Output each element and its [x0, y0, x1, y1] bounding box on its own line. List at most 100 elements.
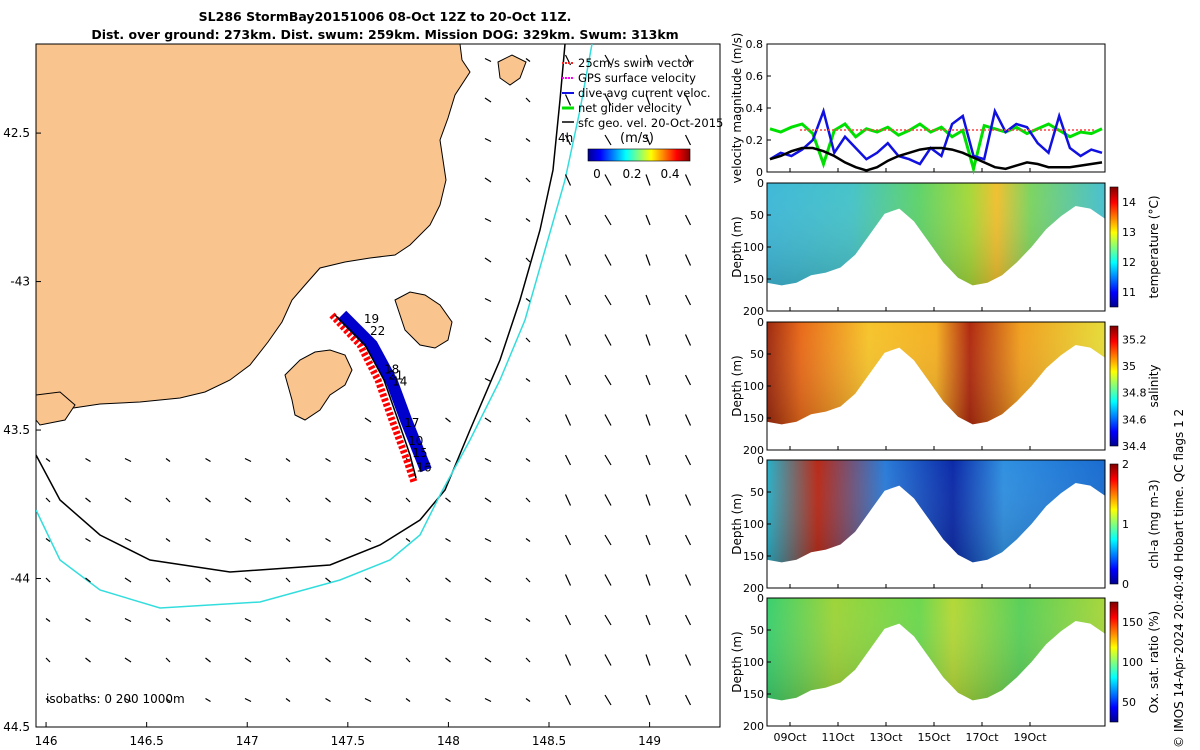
geo-arrow — [684, 294, 692, 306]
colorbar-label-temperature: temperature (°C) — [1147, 196, 1161, 299]
swim-vectors-red — [329, 312, 418, 484]
geo-arrow — [484, 257, 492, 263]
time-tick-label: 17Oct — [965, 731, 999, 744]
geo-arrow — [45, 458, 51, 462]
geo-arrow — [405, 577, 411, 583]
depth-tick-label: 100 — [743, 241, 764, 254]
geo-arrow — [124, 537, 132, 543]
depth-tick-label: 150 — [743, 273, 764, 286]
colorbar-label-chlorophyll: chl-a (mg m-3) — [1147, 479, 1161, 568]
geo-arrow — [484, 537, 492, 543]
geo-arrow — [445, 417, 451, 423]
track-day-label: 17 — [404, 416, 419, 430]
geo-arrow — [124, 577, 132, 583]
geo-arrow — [684, 134, 692, 146]
geo-arrow — [604, 654, 612, 666]
depth-ylabel: Depth (m) — [730, 631, 744, 692]
geo-arrow — [684, 254, 692, 266]
geo-arrow — [45, 698, 51, 702]
colorbar-label-oxygen: Ox. sat. ratio (%) — [1147, 611, 1161, 713]
geo-arrow — [604, 334, 612, 346]
geo-arrow — [604, 134, 612, 146]
map-ytick-label: -44 — [10, 572, 30, 586]
geo-arrow — [484, 657, 492, 663]
map-legend: 25cm/s swim vector GPS surface velocity … — [558, 56, 723, 181]
geo-arrow — [684, 694, 692, 706]
geo-arrow — [564, 214, 572, 226]
colorbar-tick-1: 0.2 — [622, 167, 641, 181]
geo-arrow — [205, 497, 211, 503]
geo-arrow — [645, 334, 651, 346]
geo-arrow — [645, 694, 651, 706]
geo-arrow — [484, 617, 492, 623]
geo-arrow — [45, 538, 51, 542]
geo-arrow — [604, 214, 612, 226]
section-shade — [767, 598, 1105, 701]
map-ytick-label: 42.5 — [3, 126, 30, 140]
colorbar-tick-label: 0 — [1122, 578, 1129, 591]
geo-arrow — [525, 218, 531, 222]
geo-arrow — [484, 297, 492, 303]
geo-arrow — [85, 537, 91, 543]
geo-arrow — [645, 614, 651, 626]
geo-arrow — [525, 497, 531, 503]
geo-arrow — [564, 414, 572, 426]
track-day-label: 16 — [416, 461, 431, 475]
geo-arrow — [525, 458, 531, 462]
geo-arrow — [525, 298, 531, 302]
map-xtick-label: 147 — [236, 734, 259, 748]
geo-arrow — [525, 538, 531, 542]
geo-arrow — [45, 577, 51, 583]
velocity-ylabel: velocity magnitude (m/s) — [730, 33, 744, 184]
geo-arrow — [45, 497, 51, 503]
geo-arrow — [645, 174, 651, 186]
geo-arrow — [364, 497, 372, 503]
geo-arrow — [325, 457, 331, 463]
geo-arrow — [525, 177, 531, 183]
copyright-text: © IMOS 14-Apr-2024 20:40:40 Hobart time.… — [1172, 408, 1186, 748]
geo-arrow — [645, 54, 651, 66]
colorbar-tick-2: 0.4 — [660, 167, 679, 181]
tasman-peninsula — [284, 349, 353, 421]
depth-tick-label: 0 — [757, 177, 764, 190]
geo-arrow — [604, 374, 612, 386]
depth-tick-label: 50 — [750, 486, 764, 499]
depth-tick-label: 100 — [743, 656, 764, 669]
geo-arrow — [684, 54, 692, 66]
section-shade — [767, 183, 1105, 286]
geo-arrow — [364, 577, 372, 583]
geo-arrow — [484, 457, 492, 463]
geo-arrow — [684, 494, 692, 506]
time-tick-label: 11Oct — [821, 731, 855, 744]
map-colorbar — [587, 148, 691, 162]
geo-arrow — [364, 417, 372, 423]
geo-arrow — [484, 377, 492, 383]
time-tick-label: 19Oct — [1013, 731, 1047, 744]
legend-gps: GPS surface velocity — [578, 71, 696, 85]
geo-arrow — [165, 497, 171, 503]
geo-arrow — [604, 454, 612, 466]
geo-arrow — [604, 614, 612, 626]
geo-arrow — [325, 497, 331, 503]
sfc-geo-line — [769, 146, 1103, 172]
geo-arrow — [564, 534, 572, 546]
geo-arrow — [684, 214, 692, 226]
geo-arrow — [445, 457, 451, 463]
geo-arrow — [484, 697, 492, 703]
geo-arrow — [244, 577, 252, 583]
geo-arrow — [285, 698, 291, 702]
colorbar-tick-label: 150 — [1122, 616, 1143, 629]
geo-arrow — [525, 657, 531, 663]
geo-arrow — [124, 697, 132, 703]
colorbar-tick-label: 50 — [1122, 696, 1136, 709]
geo-arrow — [684, 534, 692, 546]
geo-arrow — [325, 617, 331, 623]
colorbar-tick-label: 11 — [1122, 286, 1136, 299]
geo-arrow — [564, 454, 572, 466]
colorbar-tick-label: 34.4 — [1122, 440, 1147, 453]
geo-arrow — [645, 494, 651, 506]
depth-tick-label: 0 — [757, 316, 764, 329]
colorbar-chlorophyll — [1109, 463, 1119, 585]
geo-arrow — [484, 57, 492, 63]
